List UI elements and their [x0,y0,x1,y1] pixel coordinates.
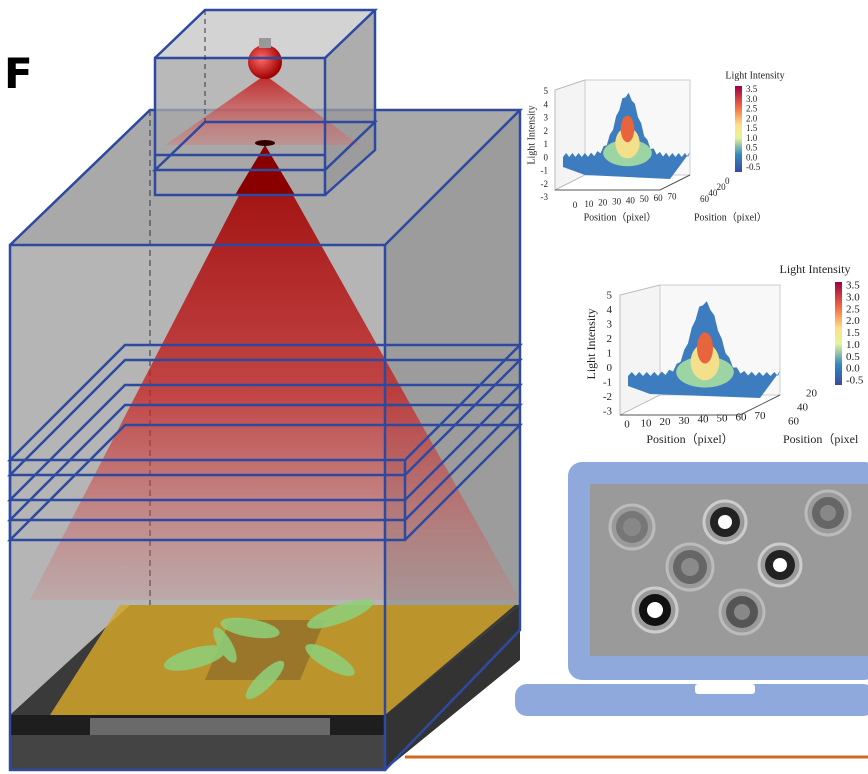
surface-bump [615,127,640,159]
x-tick-label: 40 [626,195,636,205]
z-tick-label: 3 [544,113,549,123]
z-tick-label: -2 [541,179,549,189]
x-tick-label: 10 [641,417,653,429]
x-tick-label: 70 [755,410,767,422]
z-tick-label: 4 [607,304,613,316]
z-tick-label: 0 [607,362,613,374]
colorbar-tick-label: 0.5 [746,143,758,153]
surface-plot: Light Intensity3.53.02.52.01.51.00.50.0-… [526,70,784,223]
z-tick-label: -1 [603,377,612,389]
z-tick-label: -1 [541,166,549,176]
colorbar-tick-label: 2.0 [746,113,758,123]
colorbar-tick-label: 2.5 [746,104,758,114]
y-tick-label: 60 [700,194,710,204]
surface-plot: Light Intensity3.53.02.52.01.51.00.50.0-… [584,262,864,446]
colorbar-tick-label: 1.5 [846,327,860,339]
y-tick-label: 20 [717,182,727,192]
x-tick-label: 50 [717,413,729,425]
axes-pane [554,79,586,191]
light-cone [30,145,520,600]
colorbar-tick-label: 3.5 [746,84,758,94]
colorbar-title: Light Intensity [725,70,784,81]
z-tick-label: 0 [544,152,549,162]
axes-pane [619,284,661,416]
x-tick-label: 0 [624,419,630,431]
surface-peak [620,115,635,143]
colorbar-tick-label: 0.0 [846,363,860,375]
colorbar-tick-label: 1.0 [746,133,758,143]
y-tick-label: 40 [797,402,809,414]
z-tick-label: 2 [607,333,613,345]
colorbar-tick-label: 3.5 [846,280,860,292]
colorbar [835,282,842,385]
x-tick-label: 10 [584,199,594,209]
colorbar-title: Light Intensity [780,262,851,276]
stage [10,599,520,770]
y-axis-label: Position（pixel） [694,211,767,223]
axis-line [555,174,691,191]
colorbar-tick-label: 1.5 [746,123,758,133]
surface-peak [697,332,713,364]
x-axis-label: Position（pixel） [646,432,733,446]
y-tick-label: 20 [806,388,818,400]
x-tick-label: 60 [654,193,664,203]
colorbar-tick-label: 2.0 [846,315,860,327]
x-axis-label: Position（pixel） [584,211,657,223]
z-axis-label: Light Intensity [584,309,598,380]
x-tick-label: 50 [640,194,650,204]
colorbar-tick-label: 1.0 [846,339,860,351]
x-tick-label: 20 [660,416,672,428]
colorbar-tick-label: 0.0 [746,152,758,162]
x-tick-label: 60 [736,411,748,423]
z-tick-label: 1 [607,348,613,360]
x-tick-label: 70 [668,192,678,202]
z-tick-label: -3 [541,192,549,202]
colorbar-tick-label: 0.5 [846,351,860,363]
z-tick-label: 5 [544,86,549,96]
colorbar-tick-label: 2.5 [846,303,860,315]
z-tick-label: 2 [544,126,549,136]
z-tick-label: 4 [544,99,549,109]
z-tick-label: -2 [603,391,612,403]
z-tick-label: 1 [544,139,549,149]
y-tick-label: 40 [708,188,718,198]
y-axis-label: Position（pixel [783,432,859,446]
light-box [151,8,379,197]
colorbar-tick-label: -0.5 [846,375,864,387]
colorbar-tick-label: -0.5 [746,162,761,172]
colorbar [735,86,742,172]
y-tick-label: 60 [788,416,800,428]
x-tick-label: 20 [598,198,608,208]
x-tick-label: 30 [679,415,691,427]
z-axis-label: Light Intensity [526,105,537,164]
x-tick-label: 30 [612,196,622,206]
y-tick-label: 0 [725,176,730,186]
axis-line [620,394,781,416]
panel-label: F [4,49,33,98]
z-tick-label: -3 [603,406,613,418]
colorbar-tick-label: 3.0 [746,94,758,104]
z-tick-label: 3 [607,319,613,331]
z-tick-label: 5 [607,290,613,302]
laptop [515,462,868,716]
x-tick-label: 40 [698,414,710,426]
x-tick-label: 0 [573,200,578,210]
colorbar-tick-label: 3.0 [846,291,860,303]
